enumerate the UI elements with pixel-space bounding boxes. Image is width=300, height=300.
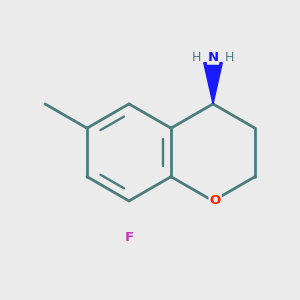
Text: O: O bbox=[209, 194, 221, 207]
Text: N: N bbox=[208, 51, 219, 64]
Text: H: H bbox=[191, 51, 201, 64]
Text: F: F bbox=[124, 231, 134, 244]
Polygon shape bbox=[204, 63, 222, 104]
Text: H: H bbox=[225, 51, 235, 64]
